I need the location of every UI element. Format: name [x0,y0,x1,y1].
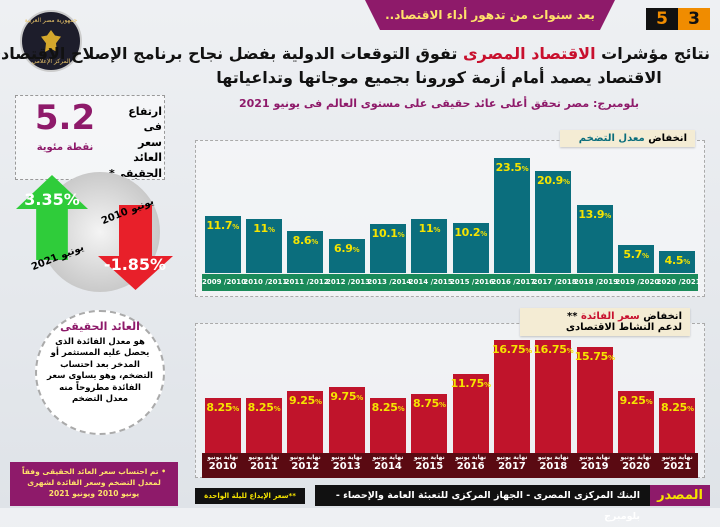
kpi-box: ارتفاع فى سعر العائد الحقيقى* 5.2 نقطة م… [15,95,165,180]
page-title-line2: الاقتصاد يصمد أمام أزمة كورونا بجميع موج… [216,68,662,87]
data-label: 10.2% [454,226,487,240]
x-tick-label: 2013 /2014 [367,278,412,286]
bar: 8.6% [287,231,324,273]
x-tick-label: 2012 /2013 [326,278,370,286]
x-tick-label: نهاية يونيو 2012 [289,454,321,472]
bar: 11% [411,219,448,273]
data-label: 15.75% [574,350,615,364]
up-value: 3.35% [24,190,80,209]
interest-chart-title: انخفاض سعر الفائدة ** لدعم النشاط الاقتص… [520,308,690,336]
page-title: نتائج مؤشرات الاقتصاد المصرى تفوق التوقع… [0,44,710,63]
inflation-chart-title: انخفاض معدل التضخم [560,130,695,147]
x-tick-label: 2009 /2010 [202,278,246,286]
x-tick-label: نهاية يونيو 2020 [620,454,652,472]
source-label: المصدر [650,485,710,506]
x-tick-label: نهاية يونيو 2019 [579,454,611,472]
data-label: 6.9% [334,242,360,256]
x-tick-label: نهاية يونيو 2017 [496,454,528,472]
bar: 5.7% [618,245,654,273]
bar: 20.9% [535,171,572,273]
data-label: 9.75% [330,390,363,404]
data-label: 8.6% [292,234,319,248]
bar: 10.1% [370,223,406,273]
bar: 15.75% [574,347,615,453]
definition-title: العائد الحقيقى [60,320,140,333]
data-label: 11% [418,222,441,236]
inflation-chart: 11.7% 11% 8.6% 6.9% 10.1% 11% 10.2% 23.5% 20.9% 1… [195,140,705,297]
bar: 9.75% [328,387,365,453]
data-label: 13.9% [578,208,611,222]
bar: 8.75% [411,394,448,453]
data-label: 16.75% [533,343,574,357]
definition-body: هو معدل الفائدة الذى يحصل عليه المستثمر … [47,336,153,405]
data-label: 23.5% [495,161,529,175]
number-box-5: 5 [646,8,678,30]
bar: 10.2% [452,223,489,273]
x-tick-label: 2016 /2017 [491,278,536,286]
interest-chart: 8.25% 8.25% 9.25% 9.75% 8.25% 8.75% 11.75% 16.7… [195,323,705,478]
x-tick-label: نهاية يونيو 2015 [413,454,445,472]
kpi-value: 5.2 [34,98,96,138]
note-box: • تم احتساب سعر العائد الحقيقى وفقاً لمع… [10,462,178,506]
x-tick-label: نهاية يونيو 2013 [331,454,363,472]
bar: 8.25% [659,397,696,453]
x-tick-label: نهاية يونيو 2011 [248,454,280,472]
x-tick-label: 2014 /2015 [408,278,453,286]
data-label: 8.75% [412,397,446,411]
kpi-unit: نقطة مئوية [36,142,94,153]
logo-text: المركز الإعلامي [31,58,71,65]
header-titles: نتائج مؤشرات الاقتصاد المصرى تفوق التوقع… [0,42,710,112]
x-tick-label: 2019 /2020 [615,278,660,286]
x-tick-label: 2010 /2011 [243,278,288,286]
down-value: -1.85% [103,255,167,274]
bar: 16.75% [533,340,574,453]
data-label: 5.7% [623,248,649,262]
bar: 16.75% [492,340,533,453]
bar: 11.75% [450,374,491,453]
footnote: **سعر الإيداع لليلة الواحدة [195,488,305,504]
bar: 11% [246,219,282,273]
x-tick-label: 2015 /2016 [450,278,494,286]
x-tick-label: 2018 /2019 [574,278,618,286]
data-label: 9.25% [288,393,322,407]
bar: 6.9% [328,239,365,273]
bar: 9.25% [287,390,324,453]
x-tick-label: 2017 /2018 [532,278,577,286]
logo-text: جمهورية مصر العربية [24,17,78,24]
x-tick-label: نهاية يونيو 2014 [372,454,404,472]
data-label: 11% [253,222,275,236]
bar: 8.25% [204,397,241,453]
bar: 11.7% [204,215,241,273]
kpi-label: ارتفاع فى سعر العائد الحقيقى* [108,105,162,180]
data-label: 11.7% [206,218,239,232]
bar: 13.9% [576,205,613,273]
data-label: 9.25% [619,393,653,407]
data-label: 8.25% [660,400,694,414]
number-box-3: 3 [678,8,710,30]
data-label: 8.25% [247,400,281,414]
bar: 9.25% [618,390,654,453]
data-label: 16.75% [492,343,533,357]
x-tick-label: نهاية يونيو 2010 [207,454,239,472]
x-tick-label: 2020 /2021 [656,278,701,286]
data-label: 20.9% [536,174,570,188]
data-label: 8.25% [206,400,239,414]
definition-circle: العائد الحقيقى هو معدل الفائدة الذى يحصل… [35,310,165,435]
data-label: 11.75% [450,377,491,391]
x-tick-label: نهاية يونيو 2021 [661,454,693,472]
subtitle: بلومبرج: مصر تحقق أعلى عائد حقيقى على مس… [238,97,639,110]
data-label: 10.1% [371,226,405,240]
source-text: البنك المركزى المصرى - الجهاز المركزى لل… [315,485,650,522]
logo: جمهورية مصر العربية المركز الإعلامي [20,10,82,72]
bar: 23.5% [494,158,530,273]
header-banner: بعد سنوات من تدهور أداء الاقتصاد.. [365,0,615,30]
x-tick-label: 2011 /2012 [284,278,329,286]
bar: 8.25% [370,397,406,453]
data-label: 4.5% [664,254,691,268]
bar: 8.25% [246,397,282,453]
data-label: 8.25% [371,400,405,414]
x-tick-label: نهاية يونيو 2016 [455,454,487,472]
x-tick-label: نهاية يونيو 2018 [537,454,569,472]
bar: 4.5% [659,251,696,273]
